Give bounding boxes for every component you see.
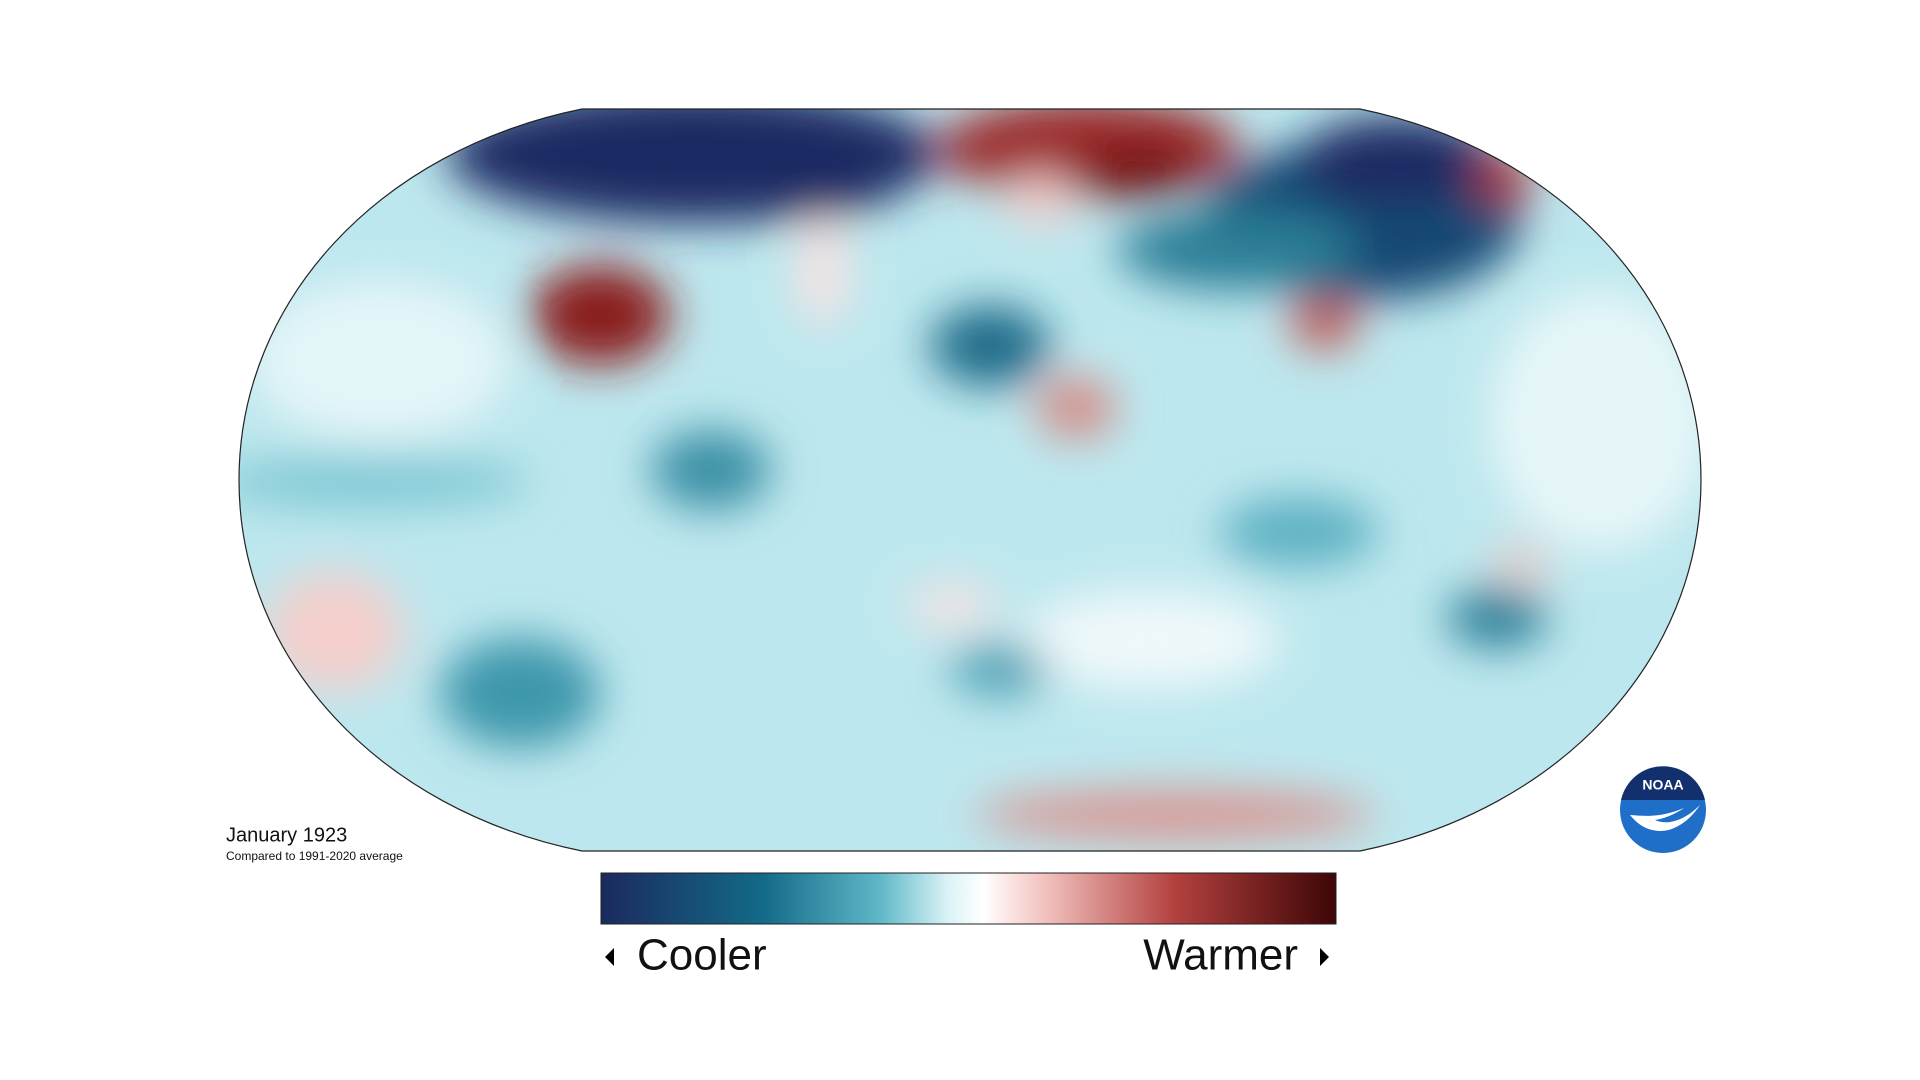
logo-text: NOAA — [1642, 777, 1683, 793]
map-title: January 1923 — [226, 824, 347, 846]
map-subtitle: Compared to 1991-2020 average — [226, 849, 403, 863]
legend-low: Cooler — [637, 931, 767, 980]
color-scale — [600, 872, 1337, 925]
noaa-logo: NOAA — [1620, 766, 1706, 853]
anomaly-map — [239, 109, 1701, 851]
map-outline — [238, 108, 1702, 852]
logo-top — [1621, 766, 1705, 800]
cooler-arrow — [605, 948, 614, 966]
logo-bird — [1630, 805, 1700, 832]
warmer-arrow — [1320, 948, 1329, 966]
legend-high: Warmer — [1143, 931, 1298, 980]
